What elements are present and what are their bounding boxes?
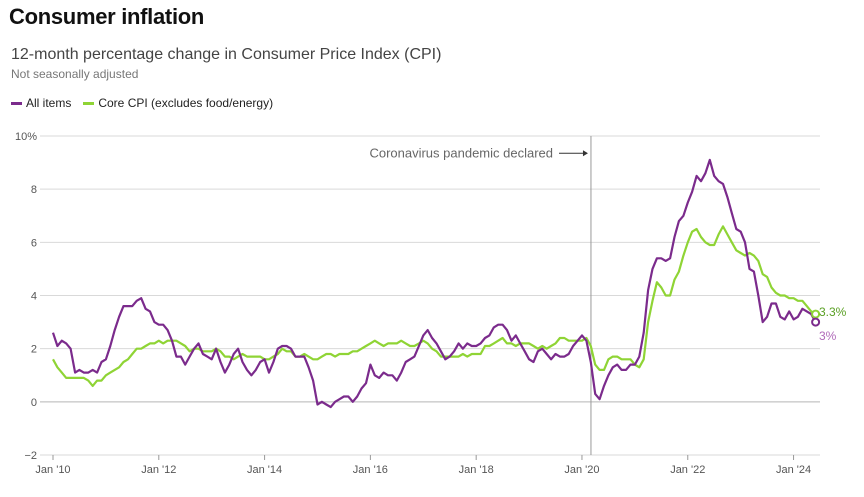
core-cpi-line [52, 225, 817, 387]
axes: −2 0 2 4 6 8 10% Jan '10 Jan '12 Jan '14 Jan '16 Ja… [15, 131, 811, 476]
x-tick-label: Jan '18 [459, 464, 494, 476]
y-tick-label: 8 [31, 184, 37, 196]
chart-subtitle: 12-month percentage change in Consumer P… [11, 46, 442, 63]
end-labels: 3.3% 3% [811, 305, 847, 343]
y-tick-label: 6 [31, 237, 37, 249]
legend: All items Core CPI (excludes food/energy… [11, 96, 285, 110]
annotation-arrowhead [582, 150, 588, 157]
x-tick-label: Jan '10 [35, 464, 70, 476]
chart-title: Consumer inflation [9, 4, 205, 29]
legend-item-all-items: All items [11, 96, 71, 110]
y-tick-label: 10% [15, 131, 37, 143]
legend-item-core-cpi: Core CPI (excludes food/energy) [83, 96, 273, 110]
x-tick-label: Jan '20 [564, 464, 599, 476]
y-tick-label: −2 [24, 450, 37, 462]
x-tick-label: Jan '24 [776, 464, 811, 476]
x-tick-label: Jan '12 [141, 464, 176, 476]
x-tick-label: Jan '16 [353, 464, 388, 476]
legend-label-core-cpi: Core CPI (excludes food/energy) [98, 96, 274, 110]
x-tick-label: Jan '22 [670, 464, 705, 476]
all-items-line [51, 158, 817, 409]
y-tick-label: 4 [31, 291, 37, 303]
adjustment-note: Not seasonally adjusted [11, 67, 139, 81]
all-items-end-marker [811, 317, 821, 327]
all-items-end-label: 3% [819, 329, 837, 343]
core-cpi-end-label: 3.3% [819, 305, 847, 319]
series-lines [51, 158, 817, 409]
x-tick-label: Jan '14 [247, 464, 282, 476]
y-tick-label: 0 [31, 397, 37, 409]
legend-label-all-items: All items [26, 96, 72, 110]
pandemic-annotation-text: Coronavirus pandemic declared [369, 145, 553, 160]
pandemic-annotation: Coronavirus pandemic declared [369, 136, 592, 455]
y-tick-label: 2 [31, 344, 37, 356]
legend-swatch-core-cpi [83, 101, 95, 105]
gridlines [40, 135, 820, 456]
legend-swatch-all-items [11, 101, 22, 105]
